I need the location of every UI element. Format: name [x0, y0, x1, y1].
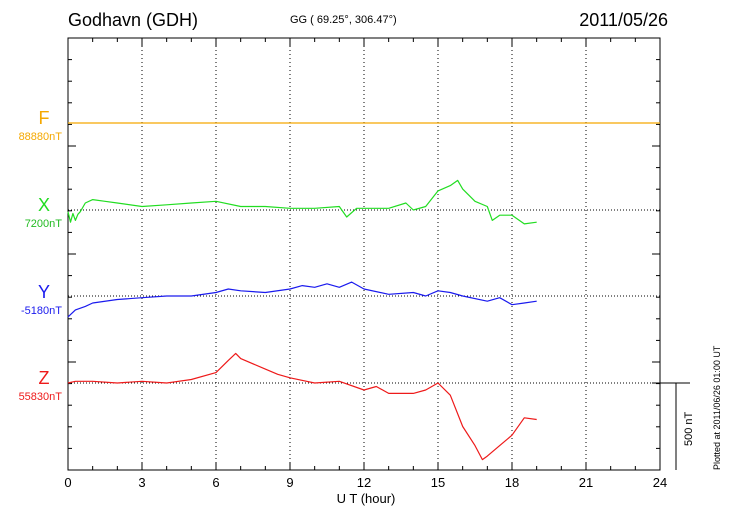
- station-title: Godhavn (GDH): [68, 10, 199, 30]
- x-tick-label: 0: [64, 475, 71, 490]
- channel-letter-z: Z: [38, 368, 50, 388]
- x-tick-label: 6: [212, 475, 219, 490]
- x-tick-label: 18: [505, 475, 519, 490]
- x-tick-label: 15: [431, 475, 445, 490]
- series-x-line: [67, 179, 537, 225]
- scale-bar: 500 nT: [652, 382, 695, 470]
- x-tick-label: 9: [286, 475, 293, 490]
- x-tick-label: 24: [653, 475, 667, 490]
- series-lines: [67, 122, 660, 461]
- x-tick-label: 3: [138, 475, 145, 490]
- x-axis-label: U T (hour): [337, 491, 396, 506]
- series-z-line: [67, 352, 537, 461]
- channel-baseline-z: 55830nT: [18, 391, 62, 403]
- channel-baseline-y: -5180nT: [21, 305, 62, 317]
- channel-baseline-x: 7200nT: [24, 218, 62, 230]
- series-y-line: [67, 281, 537, 318]
- plot-date: 2011/05/26: [579, 10, 668, 30]
- axis-ticks: 0 3 6 9 12 15 18 21 24: [64, 37, 667, 490]
- grid-lines: [141, 38, 587, 470]
- channel-letter-y: Y: [37, 282, 50, 302]
- station-coordinates: GG ( 69.25°, 306.47°): [290, 14, 397, 26]
- channel-baseline-f: 88880nT: [18, 131, 62, 143]
- scale-bar-label: 500 nT: [683, 411, 695, 446]
- x-tick-label: 21: [579, 475, 593, 490]
- channel-letter-x: X: [37, 195, 50, 215]
- x-tick-label: 12: [357, 475, 371, 490]
- channel-letter-f: F: [38, 108, 50, 128]
